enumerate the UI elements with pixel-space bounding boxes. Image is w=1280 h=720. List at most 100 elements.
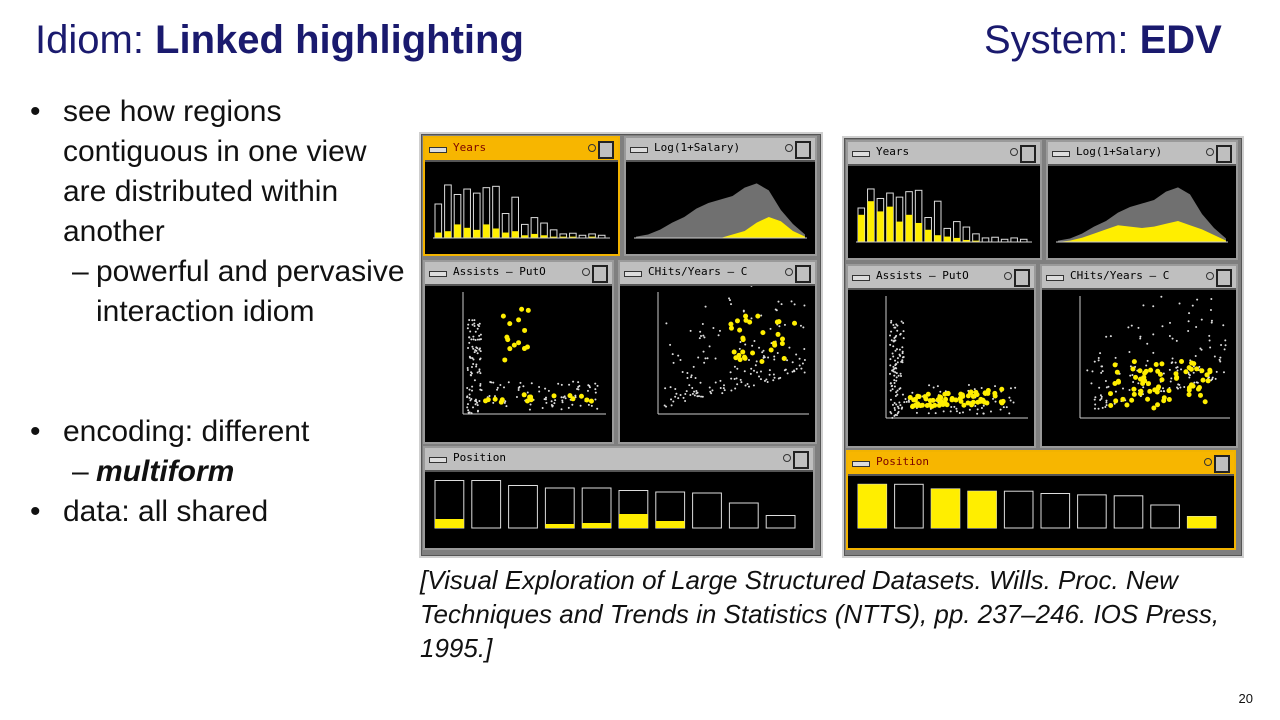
highlighted-point xyxy=(1130,366,1136,372)
data-point xyxy=(466,387,469,390)
highlighted-point xyxy=(945,390,951,396)
data-point xyxy=(769,327,772,330)
highlighted-point xyxy=(1166,388,1172,394)
highlighted-point xyxy=(524,344,530,350)
data-point xyxy=(905,400,908,403)
data-point xyxy=(665,322,668,325)
position-bar xyxy=(508,485,538,529)
data-point xyxy=(1145,364,1148,367)
data-point xyxy=(479,372,482,375)
option-dot-icon xyxy=(785,268,793,276)
data-point xyxy=(557,382,560,385)
highlighted-point xyxy=(1115,378,1121,384)
data-point xyxy=(545,396,548,399)
data-point xyxy=(499,383,502,386)
data-point xyxy=(690,376,693,379)
data-point xyxy=(692,365,695,368)
data-point xyxy=(967,384,970,387)
data-point xyxy=(1183,386,1186,389)
data-point xyxy=(1130,324,1133,327)
position-bar xyxy=(1113,495,1144,529)
data-point xyxy=(697,395,700,398)
data-point xyxy=(681,370,684,373)
position-bar xyxy=(1003,490,1034,529)
highlight-bar xyxy=(444,231,452,238)
data-point xyxy=(567,406,570,409)
highlighted-point xyxy=(734,318,740,324)
data-point xyxy=(1114,356,1117,359)
highlight-bar xyxy=(531,233,538,238)
data-point xyxy=(897,407,900,410)
data-point xyxy=(803,371,806,374)
data-point xyxy=(679,358,682,361)
panel-titlebar: CHits/Years — C xyxy=(1042,266,1236,290)
data-point xyxy=(468,388,471,391)
panel-salary: Log(1+Salary) xyxy=(1046,140,1238,260)
data-point xyxy=(980,406,983,409)
data-point xyxy=(722,387,725,390)
data-point xyxy=(904,398,907,401)
data-point xyxy=(579,404,582,407)
plot-svg xyxy=(1056,187,1228,243)
data-point xyxy=(802,326,805,329)
data-point xyxy=(587,403,590,406)
panel-assists: Assists — PutO xyxy=(423,260,614,444)
data-point xyxy=(1162,372,1165,375)
data-point xyxy=(1196,298,1199,301)
window-box-icon xyxy=(1014,269,1030,287)
data-point xyxy=(682,396,685,399)
highlight-bar xyxy=(877,211,884,242)
data-point xyxy=(950,406,953,409)
highlighted-point xyxy=(1199,368,1205,374)
highlighted-point xyxy=(740,335,746,341)
data-point xyxy=(492,401,495,404)
data-point xyxy=(467,347,470,350)
highlighted-point xyxy=(1197,392,1203,398)
data-point xyxy=(955,407,958,410)
data-point xyxy=(704,357,707,360)
data-point xyxy=(895,403,898,406)
data-point xyxy=(900,360,903,363)
data-point xyxy=(1097,357,1100,360)
panel-position: Position xyxy=(846,450,1236,550)
data-point xyxy=(734,387,737,390)
data-point xyxy=(901,346,904,349)
data-point xyxy=(752,384,755,387)
data-point xyxy=(753,340,756,343)
data-point xyxy=(736,383,739,386)
density-highlight xyxy=(636,217,805,238)
data-point xyxy=(577,381,580,384)
position-highlight xyxy=(545,524,575,528)
data-point xyxy=(893,408,896,411)
data-point xyxy=(468,411,471,414)
highlighted-point xyxy=(949,396,955,402)
panel-position: Position xyxy=(423,446,815,550)
histogram-bar xyxy=(444,184,452,239)
data-point xyxy=(479,333,482,336)
data-point xyxy=(699,330,702,333)
data-point xyxy=(677,354,680,357)
highlighted-point xyxy=(578,393,584,399)
panel-titlebar: Log(1+Salary) xyxy=(626,138,815,162)
data-point xyxy=(932,386,935,389)
data-point xyxy=(780,303,783,306)
data-point xyxy=(889,343,892,346)
data-point xyxy=(902,337,905,340)
position-highlight xyxy=(619,514,648,528)
data-point xyxy=(544,387,547,390)
data-point xyxy=(1218,358,1221,361)
data-point xyxy=(893,367,896,370)
data-point xyxy=(786,359,789,362)
highlighted-point xyxy=(938,398,944,404)
data-point xyxy=(1168,335,1171,338)
data-point xyxy=(489,381,492,384)
data-point xyxy=(891,403,894,406)
option-dot-icon xyxy=(1206,272,1214,280)
data-point xyxy=(476,327,479,330)
data-point xyxy=(755,360,758,363)
option-dot-icon xyxy=(783,454,791,462)
data-point xyxy=(889,334,892,337)
data-point xyxy=(889,364,892,367)
highlighted-point xyxy=(1108,402,1114,408)
data-point xyxy=(801,362,804,365)
